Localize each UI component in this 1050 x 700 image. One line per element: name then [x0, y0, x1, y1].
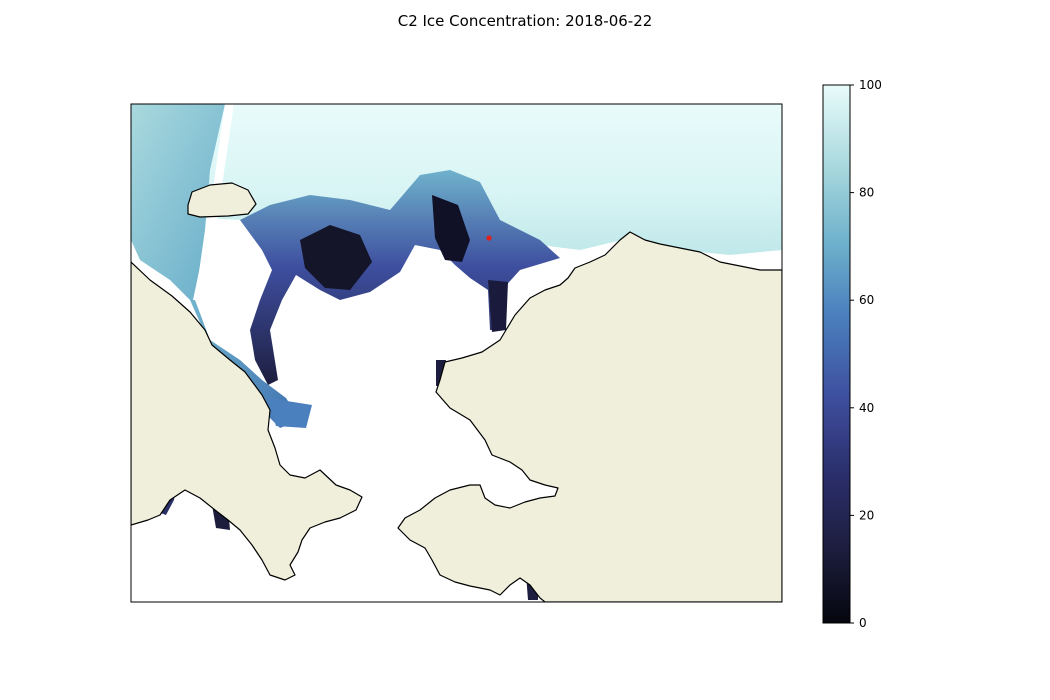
colorbar-ticks: 0 20 40 60 80 100	[850, 78, 882, 630]
ice-west-band	[131, 104, 300, 428]
colorbar-tick-label: 80	[859, 186, 874, 200]
ice-low-core-west	[300, 225, 372, 290]
land-island	[187, 182, 257, 218]
colorbar-ramp	[822, 84, 851, 624]
map-title: C2 Ice Concentration: 2018-06-22	[398, 12, 653, 30]
map-frame	[130, 103, 783, 603]
ice-low-strip	[488, 280, 508, 332]
colorbar-tick-label: 60	[859, 293, 874, 307]
ice-marginal-zone	[240, 170, 560, 385]
map-panel	[131, 104, 782, 602]
land-western-peninsula	[131, 261, 363, 581]
colorbar-tick-label: 0	[859, 616, 867, 630]
observation-marker	[486, 235, 492, 241]
land-masses	[131, 182, 782, 602]
colorbar: 0 20 40 60 80 100	[822, 78, 882, 630]
ice-low-core-east	[432, 195, 470, 262]
colorbar-tick-label: 20	[859, 508, 874, 522]
ice-south-patch	[268, 398, 312, 428]
colorbar-tick-label: 40	[859, 401, 874, 415]
land-eastern-mainland	[397, 231, 782, 602]
colorbar-tick-label: 100	[859, 78, 882, 92]
